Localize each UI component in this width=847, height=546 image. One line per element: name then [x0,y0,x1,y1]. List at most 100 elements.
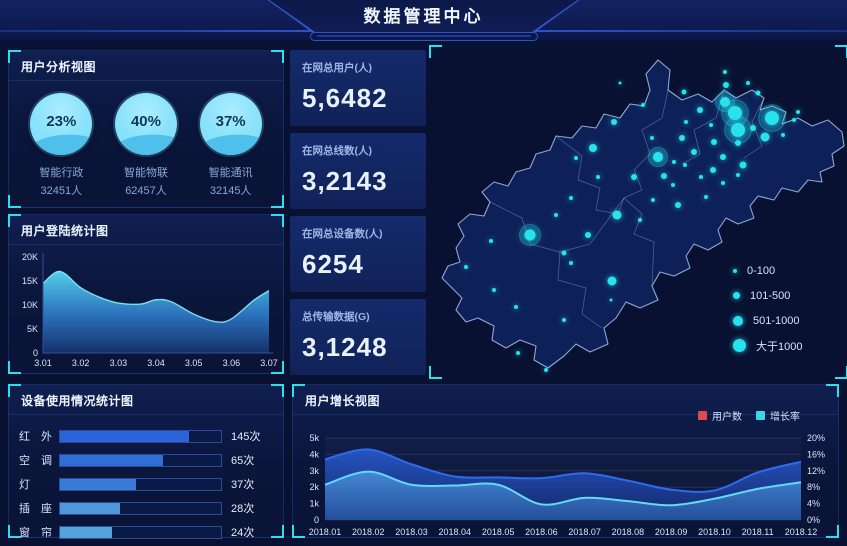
map-data-point [516,351,520,355]
legend-dot-icon [733,292,740,299]
corner-bracket-icon [271,214,284,227]
growth-chart-legend: 用户数 增长率 [698,408,800,423]
liquid-gauge: 37% [199,93,262,155]
legend-label: 增长率 [770,412,800,423]
map-data-point [585,232,591,238]
wave-decoration [114,129,177,155]
map-data-point [699,175,703,179]
map-data-point [609,298,613,302]
map-data-point [710,167,716,173]
map-legend-item[interactable]: 501-1000 [733,308,802,333]
gauge-item: 40% 智能物联 62457人 [104,93,188,198]
map-data-point [691,149,697,155]
device-usage-row: 空调 65次 [19,448,271,472]
corner-bracket-icon [826,525,839,538]
x-axis-tick: 2018.10 [698,527,731,537]
map-data-point [574,156,578,160]
bar-fill [60,526,112,538]
stat-label: 在网总用户(人) [302,62,372,74]
legend-dot-icon [733,315,743,326]
map-data-point [589,144,597,152]
legend-item-growth[interactable]: 增长率 [756,408,800,423]
gauge-label: 智能行政 [39,167,84,179]
map-data-point [755,90,761,96]
bar-track [59,525,222,539]
bar-track [59,453,222,467]
legend-dot-icon [733,268,737,273]
corner-bracket-icon [271,50,284,63]
map-data-point [607,276,617,286]
corner-bracket-icon [835,366,847,379]
device-value: 37次 [231,479,255,491]
map-legend-item[interactable]: 大于1000 [733,333,802,358]
map-data-point [720,154,726,160]
map-data-point [781,133,785,137]
stat-card-total-data: 总传输数据(G) 3,1248 [290,299,426,375]
map-data-point [750,125,756,131]
device-label: 灯 [19,479,30,491]
map-data-point [569,196,573,200]
device-usage-row: 灯 37次 [19,472,271,496]
map-data-point [562,318,566,322]
gauge-count: 32451人 [40,185,83,197]
corner-bracket-icon [8,361,21,374]
map-region: 0-100 101-500 501-1000 大于1000 [429,45,847,379]
header: 数据管理中心 [0,0,847,41]
gauge-label: 智能通讯 [208,167,253,179]
map-data-point [679,135,685,141]
map-data-point [650,136,654,140]
map-data-point [720,97,730,107]
legend-label: 0-100 [747,264,776,277]
wave-decoration [199,129,262,155]
stat-card-online-lines: 在网总线数(人) 3,2143 [290,133,426,209]
device-usage-row: 插座 28次 [19,496,271,520]
x-axis-tick: 2018.05 [482,527,515,537]
map-data-point [561,250,567,256]
gauge-item: 37% 智能通讯 32145人 [189,93,273,198]
legend-item-users[interactable]: 用户数 [698,408,742,423]
map-data-point [544,368,548,372]
map-legend-item[interactable]: 0-100 [733,258,802,283]
bar-fill [60,454,164,466]
map-data-point [746,81,750,85]
device-value: 65次 [231,455,255,467]
x-axis-tick: 2018.09 [655,527,688,537]
map-data-point [653,152,663,162]
bar-fill [60,502,120,514]
panel-device-usage: 设备使用情况统计图 红外 145次 空调 65次灯 37次 插座 28次 窗帘 24次 [8,384,284,539]
stat-label: 总传输数据(G) [302,311,370,323]
x-axis-tick: 2018.12 [785,527,818,537]
legend-label: 大于1000 [756,340,803,353]
panel-title-login-stats: 用户登陆统计图 [9,215,283,245]
corner-bracket-icon [271,384,284,397]
corner-bracket-icon [8,50,21,63]
map-data-point [651,198,655,202]
legend-swatch-growth [756,411,765,420]
y-axis-tick-right: 12% [807,466,825,476]
map-data-point [631,174,637,180]
map-data-point [736,173,740,177]
x-axis-tick: 3.07 [260,358,278,368]
liquid-gauge: 40% [114,93,177,155]
title-banner [267,0,580,34]
x-axis-tick: 2018.01 [309,527,342,537]
device-label: 空调 [19,455,52,467]
map-data-point [735,140,741,146]
map-data-point [514,305,518,309]
gauge-count: 32145人 [209,185,252,197]
corner-bracket-icon [292,525,305,538]
gauge-item: 23% 智能行政 32451人 [19,93,103,198]
map-data-point [731,123,745,137]
map-data-point [721,181,725,185]
map-data-point [760,132,770,142]
y-axis-tick: 15K [22,276,38,286]
map-data-point [661,173,667,179]
y-axis-tick: 20K [22,252,38,262]
map-data-point [464,265,468,269]
legend-label: 501-1000 [753,314,800,327]
corner-bracket-icon [429,366,442,379]
map-data-point [671,183,675,187]
map-data-point [492,288,496,292]
map-legend-item[interactable]: 101-500 [733,283,802,308]
